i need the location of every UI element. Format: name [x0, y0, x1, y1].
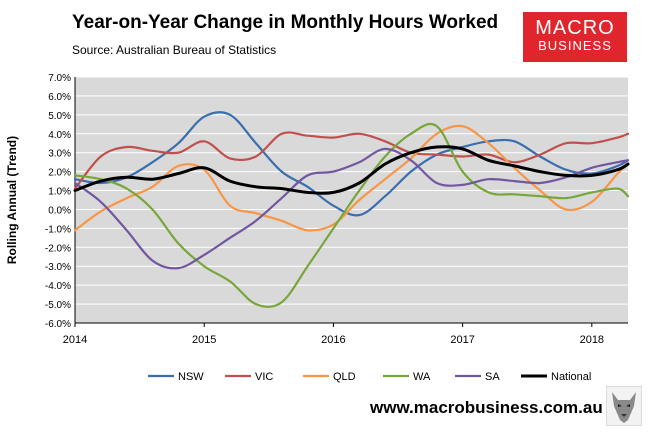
y-tick-label: 4.0% [48, 130, 71, 141]
macrobusiness-logo: MACRO BUSINESS [523, 12, 627, 62]
legend-label-sa: SA [485, 371, 500, 383]
legend-label-national: National [551, 371, 591, 383]
wolf-logo-icon [606, 386, 642, 426]
series-line-nsw [73, 111, 630, 217]
x-tick-label: 2018 [580, 334, 604, 346]
y-axis-label: Rolling Annual (Trend) [5, 136, 19, 264]
chart-title: Year-on-Year Change in Monthly Hours Wor… [72, 12, 499, 33]
y-tick-label: 1.0% [48, 187, 71, 198]
legend-label-vic: VIC [255, 371, 273, 383]
legend-label-wa: WA [413, 371, 431, 383]
y-tick-label: 5.0% [48, 111, 71, 122]
footer-url: www.macrobusiness.com.au [370, 398, 603, 417]
y-tick-label: 6.0% [48, 92, 71, 103]
y-tick-label: 0.0% [48, 205, 71, 216]
y-tick-label: -3.0% [45, 262, 71, 273]
y-tick-label: -1.0% [45, 224, 71, 235]
y-tick-label: 2.0% [48, 168, 71, 179]
series-line-national [73, 145, 630, 195]
y-tick-label: 3.0% [48, 149, 71, 160]
y-tick-label: 7.0% [48, 73, 71, 84]
x-tick-label: 2016 [321, 334, 345, 346]
x-tick-label: 2017 [450, 334, 474, 346]
y-tick-label: -6.0% [45, 319, 71, 330]
chart-source: Source: Australian Bureau of Statistics [72, 43, 277, 57]
y-tick-label: -5.0% [45, 300, 71, 311]
logo-line-2: BUSINESS [538, 38, 612, 53]
x-tick-label: 2014 [63, 334, 87, 346]
series-line-sa [73, 147, 630, 270]
series-line-vic [73, 131, 630, 190]
y-tick-label: -4.0% [45, 281, 71, 292]
legend-label-qld: QLD [333, 371, 356, 383]
y-tick-label: -2.0% [45, 243, 71, 254]
logo-line-1: MACRO [535, 17, 615, 39]
x-tick-label: 2015 [192, 334, 216, 346]
series-line-wa [73, 122, 630, 308]
legend-label-nsw: NSW [178, 371, 204, 383]
